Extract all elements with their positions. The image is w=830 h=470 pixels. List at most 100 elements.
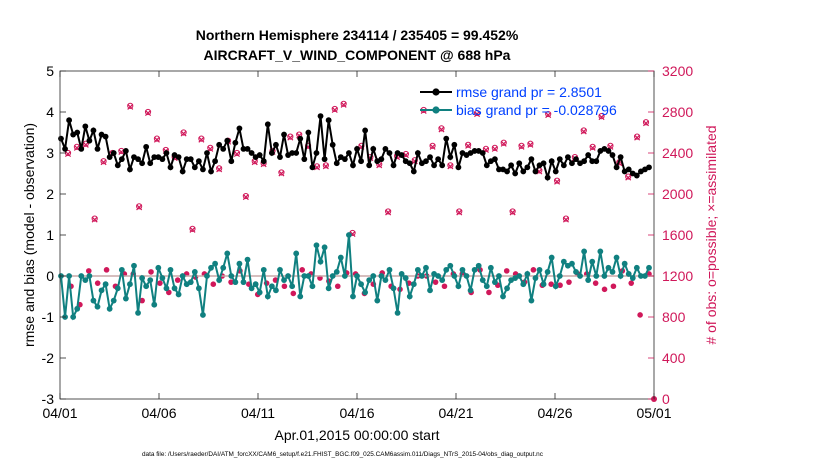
obs-assimilated-marker: [127, 103, 134, 110]
rmse-marker: [455, 164, 462, 171]
rmse-marker: [512, 170, 519, 177]
rmse-marker: [552, 168, 559, 175]
obs-assimilated-marker: [491, 145, 498, 152]
bias-marker: [366, 277, 373, 283]
bias-marker: [131, 262, 137, 269]
rmse-marker: [78, 146, 85, 152]
bias-marker: [637, 273, 644, 279]
obs-possible-marker: [331, 105, 338, 113]
bias-marker: [646, 264, 652, 271]
bias-marker: [264, 293, 271, 300]
rmse-marker: [163, 150, 170, 156]
bias-marker: [479, 277, 486, 283]
rmse-marker: [94, 146, 101, 152]
bias-marker: [139, 275, 146, 281]
rmse-marker: [585, 152, 592, 158]
rmse-marker: [516, 160, 523, 167]
rmse-marker: [532, 168, 539, 175]
bias-marker: [467, 287, 474, 294]
obs-possible-marker: [634, 133, 641, 140]
obs-assimilated-marker: [385, 209, 392, 216]
bias-marker: [621, 260, 628, 267]
rmse-marker: [443, 135, 450, 142]
bias-marker: [552, 283, 559, 290]
obs-possible-marker: [447, 162, 454, 169]
bias-marker: [281, 277, 287, 283]
bias-marker: [220, 264, 227, 271]
bias-marker: [528, 297, 535, 304]
obs-possible-marker: [91, 215, 98, 222]
bias-marker: [114, 285, 121, 292]
rmse-marker: [528, 156, 535, 163]
obs-low-marker: [601, 286, 608, 293]
y-right-tick-label: 2400: [662, 145, 693, 161]
obs-possible-marker: [642, 119, 650, 126]
obs-assimilated-marker: [278, 170, 285, 177]
obs-possible-marker: [233, 149, 241, 157]
rmse-marker: [447, 154, 454, 161]
bias-marker: [427, 287, 433, 294]
bias-marker: [66, 273, 73, 279]
obs-low-marker: [628, 280, 635, 286]
bias-marker: [459, 266, 466, 273]
obs-possible-marker: [287, 133, 294, 140]
bias-marker: [447, 262, 454, 269]
bias-marker: [370, 273, 377, 279]
obs-low-marker: [157, 280, 163, 286]
rmse-marker: [195, 158, 202, 165]
rmse-marker: [581, 158, 588, 165]
bias-marker: [305, 273, 312, 279]
obs-assimilated-marker: [331, 106, 338, 113]
bias-marker: [617, 273, 624, 279]
bias-marker: [398, 271, 405, 277]
bias-marker: [273, 287, 279, 294]
bias-marker: [106, 305, 113, 312]
obs-possible-marker: [216, 165, 223, 172]
bias-marker: [540, 281, 547, 288]
y-right-tick-label: 2800: [662, 104, 693, 120]
rmse-marker: [508, 162, 515, 169]
rmse-marker: [273, 141, 279, 148]
rmse-marker: [74, 129, 81, 136]
bias-marker: [613, 254, 620, 261]
bias-marker: [410, 281, 417, 288]
rmse-marker: [520, 168, 527, 175]
bias-marker: [443, 266, 450, 273]
rmse-marker: [82, 123, 89, 130]
obs-assimilated-marker: [518, 143, 525, 150]
rmse-marker: [390, 162, 397, 169]
rmse-marker: [406, 160, 413, 167]
bias-marker: [171, 285, 178, 292]
obs-assimilated-marker: [82, 141, 89, 148]
bias-marker: [609, 269, 616, 275]
obs-assimilated-marker: [598, 114, 605, 121]
obs-low-marker: [210, 281, 217, 288]
rmse-marker: [564, 154, 571, 161]
rmse-marker: [321, 156, 328, 163]
y-axis-left-label: rmse and bias (model - observation): [21, 123, 37, 347]
bias-marker: [500, 293, 506, 300]
obs-assimilated-marker: [136, 204, 143, 211]
bias-marker: [216, 277, 223, 283]
rmse-marker: [102, 133, 109, 140]
bias-marker: [297, 293, 304, 300]
rmse-marker: [333, 160, 340, 167]
bias-marker: [313, 242, 320, 249]
obs-assimilated-marker: [474, 111, 481, 118]
rmse-marker: [256, 152, 263, 158]
obs-possible-marker: [153, 135, 161, 142]
bias-marker: [573, 269, 579, 275]
data-file-footer: data file: /Users/raeder/DAI/ATM_forcXX/…: [142, 451, 544, 458]
obs-possible-marker: [340, 100, 347, 107]
bias-marker: [629, 275, 636, 281]
rmse-marker: [106, 154, 113, 161]
bias-marker: [110, 297, 117, 304]
bias-marker: [382, 277, 389, 283]
rmse-marker: [297, 135, 304, 142]
y-right-tick-label: 2000: [662, 186, 693, 202]
obs-assimilated-marker: [580, 128, 587, 135]
bias-marker: [175, 291, 182, 298]
bias-marker: [341, 273, 348, 279]
obs-possible-marker: [144, 108, 152, 116]
rmse-marker: [573, 156, 579, 163]
